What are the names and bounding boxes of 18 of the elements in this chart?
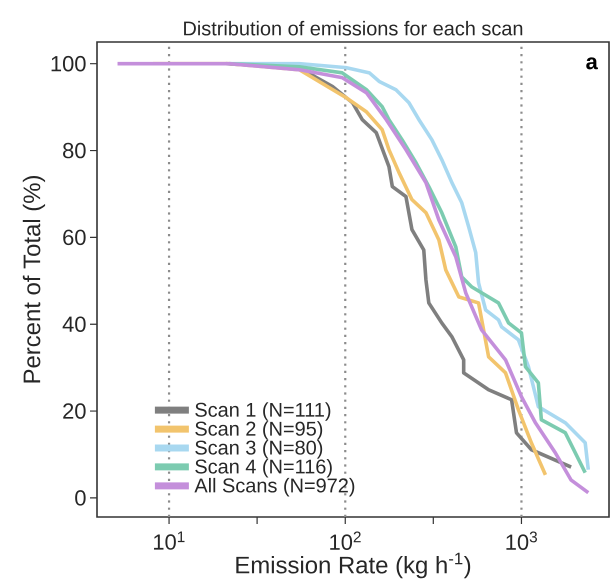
y-tick-label: 40: [62, 316, 86, 332]
legend-label: Scan 4 (N=116): [195, 458, 332, 478]
legend-label: All Scans (N=972): [194, 478, 354, 496]
x-tick-label: 10$^{2}$: [330, 532, 361, 550]
legend-label: Scan 3 (N=80): [195, 440, 322, 459]
y-tick-label: 0: [75, 490, 86, 506]
annotation: a: [586, 57, 598, 70]
x-tick-label: 10$^{3}$: [506, 532, 537, 550]
chart-title: Distribution of emissions for each scan: [184, 20, 522, 36]
y-tick-label: 100: [52, 56, 86, 72]
x-tick-label: 10$^{1}$: [154, 532, 185, 550]
y-axis-title: Percent of Total (%): [22, 176, 46, 383]
y-tick-label: 80: [63, 142, 86, 158]
legend-label: Scan 1 (N=111): [195, 402, 330, 421]
y-tick-label: 20: [63, 403, 86, 419]
legend-label: Scan 2 (N=95): [195, 421, 322, 440]
y-tick-label: 60: [63, 230, 86, 246]
x-axis-title: Emission Rate (kg h$^{-1}$): [236, 552, 470, 578]
